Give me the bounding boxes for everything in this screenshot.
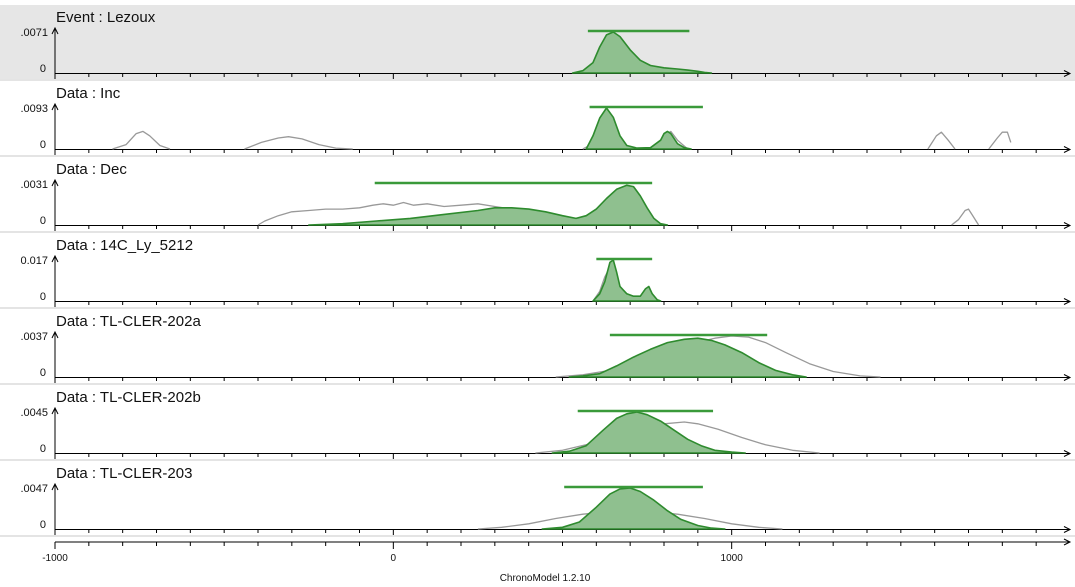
y-zero-label: 0 <box>40 215 46 227</box>
y-axis-arrow <box>51 482 59 491</box>
x-axis-arrow <box>1063 374 1072 381</box>
y-axis-arrow <box>51 102 59 111</box>
y-axis-arrow <box>51 330 59 339</box>
x-tick-label: 1000 <box>721 553 744 564</box>
x-tick-label: -1000 <box>42 553 68 564</box>
y-axis-arrow <box>51 26 59 35</box>
x-tick-label: 0 <box>391 553 397 564</box>
panel-background <box>0 81 1075 155</box>
x-axis-arrow <box>1063 526 1072 533</box>
bottom-x-axis-arrow <box>1063 538 1072 546</box>
panel-background <box>0 385 1075 459</box>
y-zero-label: 0 <box>40 367 46 379</box>
panel-title: Data : TL-CLER-202a <box>56 313 201 330</box>
posterior-density-area <box>308 184 669 226</box>
panel-title: Data : TL-CLER-202b <box>56 389 201 406</box>
posterior-density-area <box>551 411 746 454</box>
y-max-label: 0.017 <box>20 255 48 267</box>
posterior-density-area <box>568 337 807 378</box>
y-zero-label: 0 <box>40 443 46 455</box>
y-zero-label: 0 <box>40 291 46 303</box>
panel-background <box>0 309 1075 383</box>
panel-background <box>0 5 1075 79</box>
y-max-label: .0031 <box>20 179 48 191</box>
y-zero-label: 0 <box>40 139 46 151</box>
posterior-density-area <box>571 31 713 74</box>
x-axis-arrow <box>1063 222 1072 229</box>
panel-title: Event : Lezoux <box>56 9 156 26</box>
posterior-density-area <box>592 259 662 302</box>
panel-title: Data : TL-CLER-203 <box>56 465 192 482</box>
y-axis-arrow <box>51 178 59 187</box>
y-max-label: .0071 <box>20 27 48 39</box>
panel-title: Data : Inc <box>56 85 121 102</box>
x-axis-arrow <box>1063 298 1072 305</box>
panel-title: Data : 14C_Ly_5212 <box>56 237 193 254</box>
posterior-density-area <box>585 107 692 150</box>
y-zero-label: 0 <box>40 519 46 531</box>
x-axis-arrow <box>1063 450 1072 457</box>
panel-title: Data : Dec <box>56 161 127 178</box>
x-axis-arrow <box>1063 146 1072 153</box>
y-max-label: .0045 <box>20 407 48 419</box>
y-max-label: .0037 <box>20 331 48 343</box>
y-zero-label: 0 <box>40 63 46 75</box>
panel-background <box>0 233 1075 307</box>
y-axis-arrow <box>51 254 59 263</box>
y-max-label: .0047 <box>20 483 48 495</box>
x-axis-arrow <box>1063 70 1072 77</box>
posterior-density-area <box>541 487 726 530</box>
y-max-label: .0093 <box>20 103 48 115</box>
y-axis-arrow <box>51 406 59 415</box>
app-version-footer: ChronoModel 1.2.10 <box>500 573 591 584</box>
